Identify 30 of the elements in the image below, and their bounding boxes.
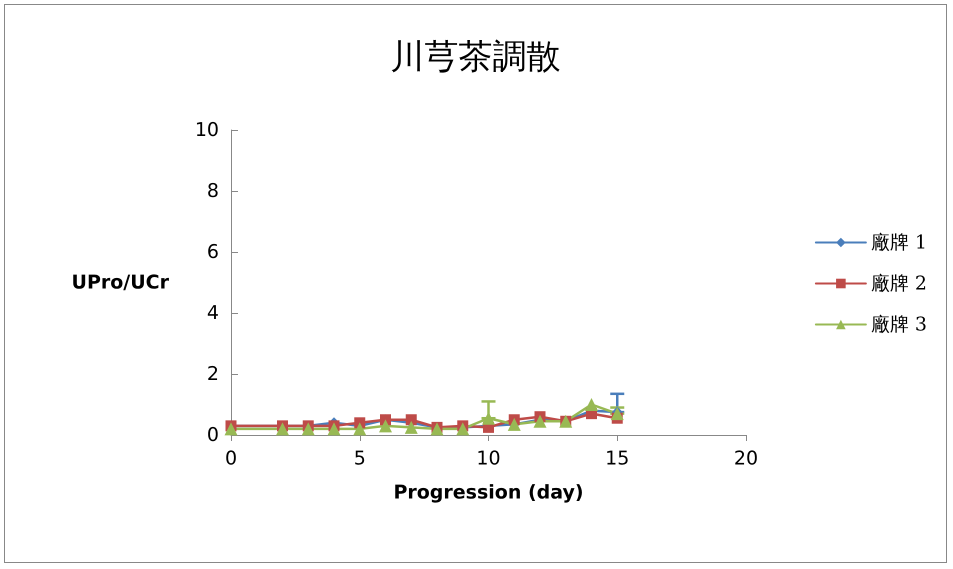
point — [353, 422, 366, 436]
y-tick-label: 4 — [206, 302, 219, 324]
y-tick-label: 2 — [206, 363, 219, 385]
point — [406, 414, 417, 426]
y-tick-label: 0 — [206, 424, 219, 446]
point — [585, 398, 598, 411]
point — [534, 414, 546, 428]
legend-label: 廠牌 3 — [870, 314, 928, 336]
point — [276, 422, 289, 436]
y-axis-title: UPro/UCr — [72, 272, 170, 294]
y-tick-label: 8 — [206, 180, 219, 202]
x-tick-label: 5 — [354, 448, 366, 470]
point — [430, 422, 444, 436]
point — [456, 422, 470, 436]
point — [224, 422, 238, 436]
chart-title: 川芎茶調散 — [390, 37, 560, 77]
y-tick-label: 10 — [194, 119, 219, 141]
x-tick-label: 10 — [476, 448, 501, 470]
x-tick-label: 0 — [224, 448, 238, 470]
point — [302, 422, 315, 436]
x-tick-label: 20 — [734, 448, 758, 470]
y-tick-label: 6 — [206, 241, 219, 263]
x-tick-label: 15 — [605, 448, 630, 470]
point — [379, 419, 392, 432]
x-axis-title: Progression (day) — [393, 482, 584, 504]
point — [328, 422, 340, 436]
point — [404, 420, 418, 434]
legend-label: 廠牌 1 — [870, 232, 928, 254]
point — [610, 407, 624, 420]
legend-label: 廠牌 2 — [870, 272, 928, 294]
